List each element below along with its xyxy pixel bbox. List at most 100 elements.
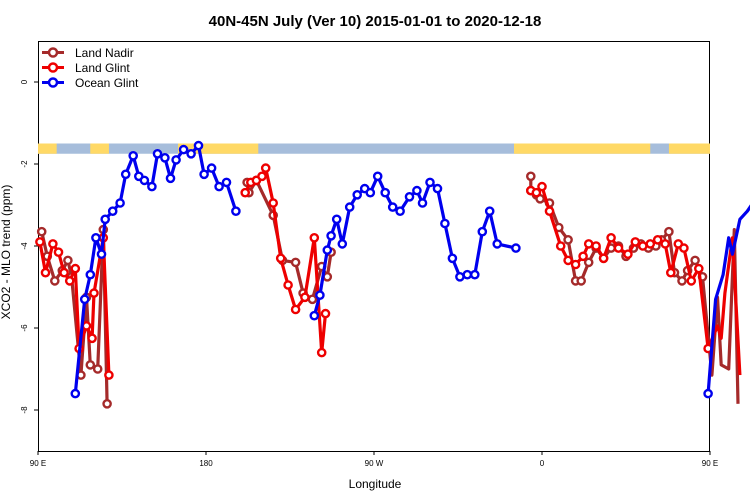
data-point [53,247,64,257]
data-point [100,214,110,225]
data-point [257,171,267,182]
data-point [365,187,376,198]
data-point [484,206,495,216]
x-axis-ticks: 90 E 180 90 W 0 90 E [30,451,718,468]
data-point [221,177,232,188]
data-point [583,239,594,249]
data-point [425,177,435,188]
band-land-segment [178,143,259,154]
data-point [630,237,641,247]
data-point [36,226,47,237]
data-point [477,226,488,237]
data-point [85,360,96,370]
data-point [186,148,196,159]
x-tick-label: 90 W [365,459,384,468]
data-point [563,255,573,266]
y-axis-ticks: 0 -2 -4 -6 -8 [20,79,38,414]
data-point [199,169,209,180]
data-point [290,257,301,268]
data-point [85,269,96,280]
data-point [387,202,398,212]
data-point [352,189,363,200]
data-point [686,276,697,286]
data-point [48,239,58,249]
data-point [583,257,594,268]
data-point [214,181,224,192]
data-point [578,251,588,262]
data-point [260,163,271,173]
band-land-segment [668,143,710,154]
data-point [165,173,176,184]
data-point [417,198,428,208]
data-point [89,288,99,298]
data-point [469,269,480,280]
data-point [70,388,81,399]
data-point [326,230,336,241]
data-point [171,155,181,165]
data-point [623,249,633,259]
data-point [152,148,163,159]
data-point [462,269,473,280]
x-tick-label: 90 E [30,459,46,468]
data-point [664,226,674,237]
data-point [613,243,624,253]
data-point [432,183,443,194]
y-tick-label: -4 [20,242,29,250]
data-point [206,163,217,173]
legend-marker-ocean-glint [47,77,59,88]
data-point [455,271,465,282]
data-point [531,187,542,198]
data-point [315,290,325,301]
y-axis-label: XCO2 - MLO trend (ppm) [0,185,13,320]
land-mask-band [38,143,710,154]
band-land-segment [38,143,57,154]
data-point [440,218,450,229]
data-point [102,398,112,409]
data-point [544,206,555,216]
y-tick-label: -2 [20,160,29,168]
data-point [703,388,713,399]
data-point [652,234,663,245]
data-point [193,140,204,151]
data-point [35,237,45,247]
y-tick-label: -6 [20,324,29,332]
legend-label-ocean-glint: Ocean Glint [75,76,139,90]
data-point [107,206,118,216]
y-tick-label: -8 [20,406,29,414]
data-point [679,243,689,253]
data-point [283,280,293,290]
data-point [70,263,81,274]
data-point [331,214,342,225]
legend-marker-land-glint [47,62,59,73]
data-point [537,181,547,192]
legend-marker-land-nadir [47,47,59,58]
data-point [160,152,170,163]
data-point [492,239,503,249]
data-point [309,232,320,243]
band-land-segment [514,143,651,154]
series-layer [35,140,750,409]
data-point [645,239,656,249]
data-point [344,202,355,212]
data-point [275,253,286,264]
data-point [638,241,648,251]
band-land-segment [90,143,109,154]
data-point [50,276,60,286]
data-point [92,364,103,374]
data-point [591,241,601,251]
data-point [63,255,73,266]
data-point [677,276,687,286]
series-land-glint [35,163,742,380]
data-point [64,276,75,286]
data-point [178,144,189,155]
data-point [147,181,157,192]
data-point [309,310,320,321]
data-point [81,321,92,331]
data-point [447,253,458,264]
y-tick-label: 0 [20,79,29,84]
data-point [526,171,536,182]
data-point [307,294,318,305]
band-ocean [38,143,710,154]
data-point [120,169,131,180]
